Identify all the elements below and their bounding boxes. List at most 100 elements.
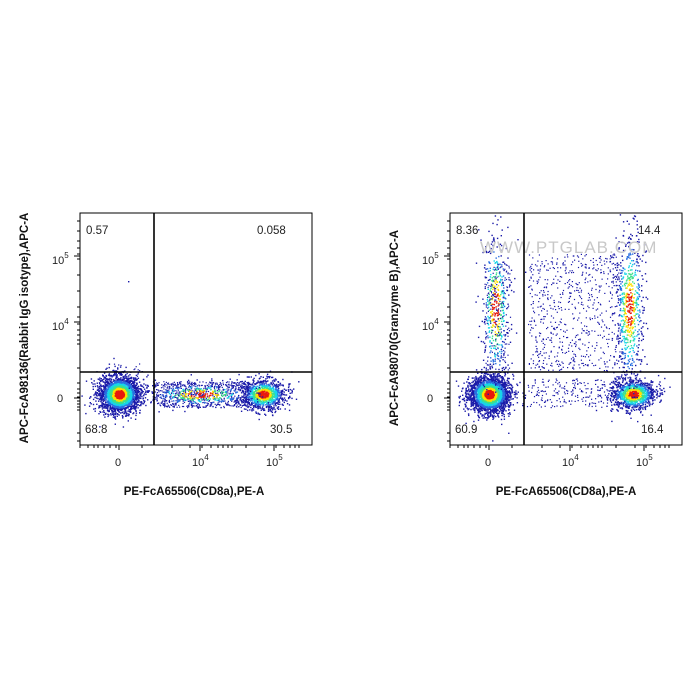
event-dot <box>250 390 252 393</box>
event-dot <box>263 401 265 403</box>
event-dot <box>498 374 500 377</box>
event-dot <box>96 385 99 387</box>
event-dot <box>122 416 124 418</box>
event-dot <box>244 404 247 406</box>
event-dot <box>219 397 222 399</box>
event-dot <box>104 416 106 418</box>
event-dot <box>144 397 147 399</box>
event-dot <box>104 398 107 400</box>
event-dot <box>266 386 268 388</box>
event-dot <box>174 395 176 397</box>
event-dot <box>116 405 118 407</box>
event-dot <box>284 394 286 396</box>
event-dot <box>137 397 139 399</box>
event-dot <box>155 384 157 386</box>
event-dot <box>276 407 279 409</box>
event-dot <box>241 402 243 404</box>
event-dot <box>266 380 268 383</box>
event-dot <box>272 396 274 398</box>
event-dot <box>134 381 136 383</box>
event-dot <box>244 393 246 395</box>
event-dot <box>252 402 254 404</box>
event-dot <box>112 413 114 416</box>
event-dot <box>282 400 284 402</box>
event-dot <box>132 378 135 380</box>
event-dot <box>283 388 286 390</box>
event-dot <box>190 374 192 376</box>
event-dot <box>114 416 116 418</box>
event-dot <box>100 394 102 397</box>
event-dot <box>482 417 484 419</box>
event-dot <box>165 400 167 402</box>
event-dot <box>251 408 254 410</box>
event-dot <box>249 386 251 388</box>
event-dot <box>117 384 120 386</box>
event-dot <box>508 415 510 417</box>
event-dot <box>130 400 133 402</box>
event-dot <box>244 380 246 383</box>
event-dot <box>199 400 201 403</box>
event-dot <box>101 408 104 410</box>
event-dot <box>255 389 257 391</box>
event-dot <box>217 393 219 395</box>
event-dot <box>195 394 197 396</box>
event-dot <box>117 385 120 388</box>
event-dot <box>203 387 205 389</box>
event-dot <box>135 393 137 396</box>
event-dot <box>177 399 179 401</box>
event-dot <box>253 399 255 401</box>
event-dot <box>134 377 136 380</box>
event-dot <box>213 393 215 395</box>
event-dot <box>168 387 171 389</box>
event-dot <box>267 410 270 412</box>
event-dot <box>126 402 128 405</box>
event-dot <box>165 389 167 391</box>
event-dot <box>198 389 200 391</box>
event-dot <box>180 397 182 399</box>
event-dot <box>101 402 103 404</box>
event-dot <box>246 409 249 412</box>
event-dot <box>107 413 109 415</box>
event-dot <box>128 375 130 377</box>
event-dot <box>108 405 110 407</box>
event-dot <box>254 390 256 393</box>
event-dot <box>103 386 105 388</box>
event-dot <box>109 407 111 409</box>
event-dot <box>231 387 233 389</box>
event-dot <box>197 388 200 390</box>
event-dot <box>208 383 210 385</box>
event-dot <box>97 378 99 380</box>
event-dot <box>216 396 218 398</box>
event-dot <box>273 385 275 387</box>
event-dot <box>259 407 261 409</box>
event-dot <box>175 385 178 387</box>
event-dot <box>131 382 134 385</box>
event-dot <box>133 380 136 382</box>
event-dot <box>280 395 282 397</box>
event-dot <box>115 413 117 416</box>
event-dot <box>272 385 274 388</box>
event-dot <box>262 402 264 404</box>
event-dot <box>524 394 527 397</box>
event-dot <box>186 396 188 398</box>
event-dot <box>120 385 122 388</box>
event-dot <box>164 403 166 405</box>
event-dot <box>287 389 290 391</box>
event-dot <box>102 375 104 377</box>
event-dot <box>106 405 108 407</box>
event-dot <box>135 414 137 417</box>
event-dot <box>207 404 209 406</box>
event-dot <box>219 400 221 403</box>
event-dot <box>184 389 186 391</box>
event-dot <box>208 399 211 401</box>
event-dot <box>182 389 184 391</box>
event-dot <box>130 378 132 380</box>
event-dot <box>280 391 282 393</box>
event-dot <box>109 388 112 391</box>
event-dot <box>108 402 111 404</box>
event-dot <box>176 398 178 400</box>
event-dot <box>178 392 181 394</box>
event-dot <box>233 404 236 407</box>
event-dot <box>257 403 259 405</box>
event-dot <box>237 397 239 399</box>
